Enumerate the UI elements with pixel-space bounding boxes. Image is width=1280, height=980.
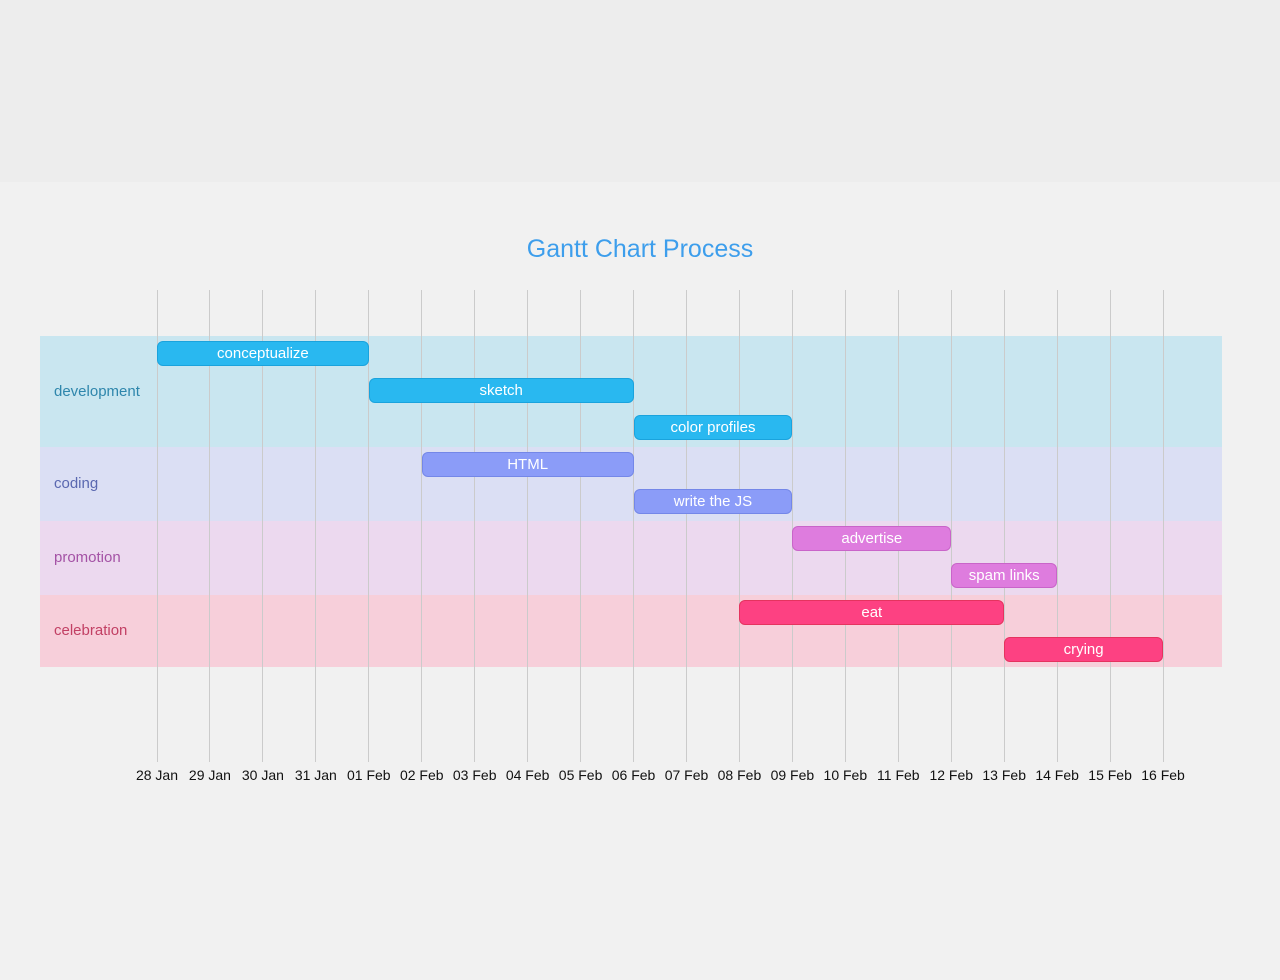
gridline — [791, 290, 793, 762]
gridline — [1162, 290, 1164, 762]
gridline — [421, 290, 423, 762]
section-label-promotion: promotion — [54, 549, 121, 566]
axis-tick-label: 05 Feb — [558, 767, 603, 783]
task-bar-eat: eat — [739, 600, 1005, 625]
axis-tick-label: 28 Jan — [135, 767, 179, 783]
task-bar-conceptualize: conceptualize — [157, 341, 369, 366]
axis-tick-label: 30 Jan — [241, 767, 284, 783]
gridline — [1109, 290, 1111, 762]
gridline — [633, 290, 635, 762]
gridline — [474, 290, 476, 762]
task-bar-crying: crying — [1004, 637, 1164, 662]
gridline — [738, 290, 740, 762]
task-bar-sketch: sketch — [368, 378, 634, 403]
axis-tick-label: 02 Feb — [399, 767, 444, 783]
axis-tick-label: 10 Feb — [823, 767, 868, 783]
axis-tick-label: 03 Feb — [452, 767, 497, 783]
chart-title: Gantt Chart Process — [526, 235, 754, 263]
section-label-coding: coding — [54, 475, 99, 492]
gridline — [156, 290, 158, 762]
axis-tick-label: 04 Feb — [505, 767, 550, 783]
axis-tick-label: 15 Feb — [1088, 767, 1132, 783]
task-bar-html: HTML — [421, 452, 634, 477]
section-label-celebration: celebration — [54, 622, 128, 639]
axis-tick-label: 08 Feb — [717, 767, 762, 783]
gridline — [262, 290, 264, 762]
task-bar-advertise: advertise — [792, 526, 952, 551]
axis-tick-label: 12 Feb — [929, 767, 974, 783]
axis-tick-label: 11 Feb — [877, 767, 920, 783]
axis-tick-label: 06 Feb — [611, 767, 656, 783]
gridline — [1003, 290, 1005, 762]
task-bar-color-profiles: color profiles — [633, 415, 793, 440]
gridline — [368, 290, 370, 762]
task-bar-write-the-js: write the JS — [633, 489, 793, 514]
axis-tick-label: 14 Feb — [1035, 767, 1079, 783]
task-bar-spam-links: spam links — [951, 563, 1058, 588]
axis-tick-label: 31 Jan — [294, 767, 337, 783]
gridline — [686, 290, 687, 762]
axis-tick-label: 13 Feb — [982, 767, 1026, 783]
top-band — [0, 0, 1280, 182]
gridline — [209, 290, 211, 762]
axis-tick-label: 29 Jan — [188, 767, 231, 783]
gridline — [1056, 290, 1058, 762]
section-label-development: development — [54, 382, 140, 400]
axis-tick-label: 16 Feb — [1141, 767, 1185, 783]
axis-tick-label: 01 Feb — [347, 767, 391, 783]
axis-tick-label: 07 Feb — [664, 767, 709, 783]
gridline — [315, 290, 317, 762]
gridline — [950, 290, 952, 762]
gridline — [527, 290, 529, 762]
gridline — [580, 290, 582, 762]
axis-tick-label: 09 Feb — [770, 767, 815, 783]
